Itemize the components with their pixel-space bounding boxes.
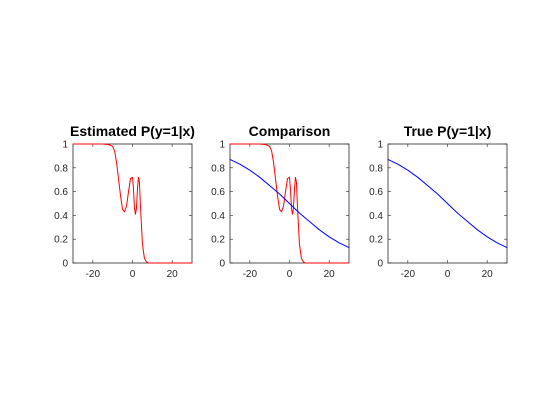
y-tick-label: 0 (219, 259, 225, 270)
x-tick-label: 20 (482, 269, 494, 280)
y-tick-label: 1 (377, 140, 383, 151)
x-tick-label: -20 (86, 269, 101, 280)
y-tick-label: 0.8 (54, 163, 68, 174)
axes-tick-labels: -20 0 20 0 0.2 0.4 0.6 0.8 1 (211, 140, 335, 281)
panel-title: Comparison (249, 123, 331, 139)
y-tick-label: 0.2 (54, 235, 68, 246)
x-tick-label: 0 (445, 269, 451, 280)
series-line-0 (387, 158, 508, 249)
plot-lines (229, 143, 350, 264)
y-tick-label: 0.6 (211, 187, 225, 198)
panel-title: True P(y=1|x) (404, 123, 492, 139)
x-tick-label: 0 (287, 269, 293, 280)
series-line-0 (229, 143, 350, 264)
series-line-1 (229, 158, 350, 249)
axes-tick-labels: -20 0 20 0 0.2 0.4 0.6 0.8 1 (54, 140, 178, 281)
axes-ticks (388, 143, 507, 264)
y-tick-label: 0.6 (54, 187, 68, 198)
plot-lines (72, 143, 193, 264)
y-tick-label: 1 (219, 140, 225, 151)
y-tick-label: 0.8 (211, 163, 225, 174)
panel-comparison: Comparison -20 0 20 0 0.2 0.4 0.6 0.8 1 (211, 123, 350, 281)
y-tick-label: 0.4 (369, 211, 383, 222)
plot-lines (387, 158, 508, 249)
axes-frame (72, 143, 193, 264)
y-tick-label: 0.6 (369, 187, 383, 198)
y-tick-label: 1 (62, 140, 68, 151)
panel-true: True P(y=1|x) -20 0 20 0 0.2 0.4 0.6 0.8 1 (369, 123, 508, 281)
x-tick-label: -20 (243, 269, 258, 280)
x-tick-label: -20 (401, 269, 416, 280)
y-tick-label: 0.2 (211, 235, 225, 246)
axes-tick-labels: -20 0 20 0 0.2 0.4 0.6 0.8 1 (369, 140, 493, 281)
y-tick-label: 0.4 (54, 211, 68, 222)
x-tick-label: 20 (167, 269, 179, 280)
series-line-0 (72, 143, 193, 264)
y-tick-label: 0.4 (211, 211, 225, 222)
x-tick-label: 0 (130, 269, 136, 280)
x-tick-label: 20 (324, 269, 336, 280)
y-tick-label: 0 (62, 259, 68, 270)
y-tick-label: 0 (377, 259, 383, 270)
y-tick-label: 0.2 (369, 235, 383, 246)
y-tick-label: 0.8 (369, 163, 383, 174)
panel-title: Estimated P(y=1|x) (70, 123, 195, 139)
panel-estimated: Estimated P(y=1|x) -20 0 20 0 0.2 0.4 0.6 0.8 1 (54, 123, 195, 280)
